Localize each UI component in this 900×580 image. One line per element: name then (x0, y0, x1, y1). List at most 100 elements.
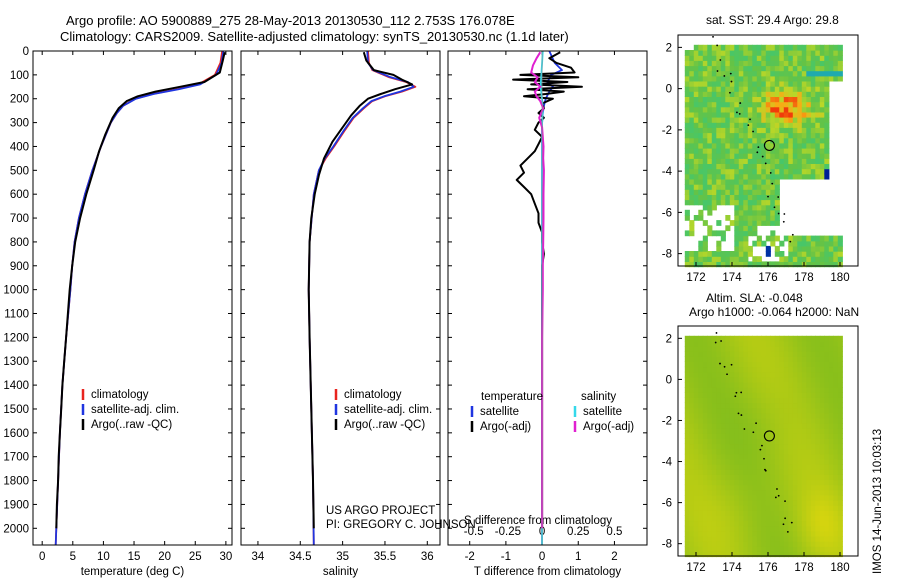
map-sst-cell (788, 60, 794, 67)
map-sla-island-dot (743, 428, 746, 430)
map-sst-cell (788, 235, 794, 242)
map-sst-cell (774, 60, 780, 67)
map-sst-cell (684, 189, 690, 195)
map-sst-cell (761, 65, 767, 72)
map-sst-cell (792, 142, 798, 149)
map-sla-cell (729, 382, 735, 388)
map-sla-cell (801, 505, 807, 511)
map-sla-cell (819, 366, 825, 373)
map-sst-cell (819, 75, 825, 82)
map-sst-cell (684, 251, 690, 257)
map-sla-cell (707, 346, 713, 352)
panel-1-frame (32, 50, 233, 546)
map-sst-cell (720, 101, 726, 108)
map-sst-cell (774, 251, 780, 257)
map-sla-cell (729, 541, 735, 547)
map-sst-cell (729, 101, 735, 108)
map-sst-cell (716, 122, 722, 128)
map-sla-cell (761, 340, 767, 347)
map-sla-cell (824, 453, 830, 460)
map-sla-cell (711, 366, 717, 373)
map-sla-cell (815, 551, 821, 558)
map-sst-cell (738, 70, 744, 77)
map-sla-cell (702, 536, 708, 542)
map-sst-cell (734, 251, 740, 257)
map-sst-cell (711, 173, 717, 180)
map-sla-cell (761, 510, 767, 516)
map-sla-cell (725, 525, 731, 532)
map-sst-cell (819, 50, 825, 56)
map-sst-cell (725, 127, 731, 134)
map-sst-cell (689, 117, 695, 123)
map-sst-cell (801, 132, 807, 139)
map-sla-cell (801, 515, 807, 522)
map-sla-cell (824, 520, 830, 527)
map-sla-cell (828, 530, 834, 537)
map-sst-cell (792, 153, 798, 159)
map-sla-cell (815, 469, 821, 475)
map-sst-cell (815, 111, 821, 118)
map-sla-cell (738, 541, 744, 547)
map-sst-cell (806, 153, 812, 159)
map-sst-cell (725, 137, 731, 144)
map-sla-cell (765, 510, 771, 516)
map-sst-cell (779, 240, 785, 247)
map-sla-cell (693, 376, 699, 383)
map-sla-cell (689, 525, 695, 532)
map-sla-cell (756, 525, 762, 532)
panel-2-xtick-label: 35.5 (374, 551, 396, 563)
map-sla-cell (698, 340, 704, 347)
map-sst-cell (819, 101, 825, 108)
map-sst-cell (828, 60, 834, 67)
map-sla-cell (792, 366, 798, 373)
map-sla-cell (783, 530, 789, 537)
map-sst-cell (743, 70, 749, 77)
map-sst-cell (824, 91, 830, 97)
map-sst-cell (833, 245, 839, 252)
map-sla-cell (720, 335, 726, 342)
map-sla-island-dot (763, 457, 765, 460)
map-sst-cell (756, 50, 762, 56)
map-sst-cell (797, 235, 803, 242)
map-sst-cell (756, 215, 762, 221)
map-sst-cell (729, 55, 735, 61)
map-sst-cell (734, 173, 740, 180)
map-sst-cell (774, 158, 780, 164)
map-sla-cell (819, 423, 825, 429)
map-sst-cell (725, 178, 731, 185)
map-sla-cell (774, 546, 780, 552)
map-sla-cell (779, 387, 785, 393)
map-sla-cell (801, 479, 807, 486)
map-sst-cell (752, 127, 758, 134)
map-sla-cell (743, 366, 749, 373)
map-sla-cell (693, 525, 699, 532)
map-sla-cell (716, 351, 722, 357)
map-sla-cell (779, 448, 785, 455)
map-sla-cell (833, 397, 839, 404)
map-sst-cell (689, 86, 695, 92)
map-sla-cell (761, 423, 767, 429)
map-sla-cell (725, 505, 731, 511)
map-sla-cell (752, 479, 758, 486)
map-sla-cell (756, 433, 762, 439)
map-sla-cell (747, 494, 753, 501)
map-sst-cell (743, 127, 749, 134)
map-sst-cell (747, 70, 753, 77)
map-sst-cell (783, 132, 789, 139)
map-sla-cell (779, 510, 785, 516)
map-sst-cell (756, 194, 762, 201)
map-sla-cell (774, 382, 780, 388)
map-sst-cell (747, 220, 753, 226)
map-sla-cell (783, 494, 789, 501)
map-sst-cell (815, 173, 821, 180)
map-sst-cell (810, 142, 816, 149)
map-sla-cell (824, 541, 830, 547)
map-sst-cell (725, 189, 731, 195)
map-sst-cell (725, 194, 731, 201)
map-sst-cell (792, 111, 798, 118)
map-sla-cell (738, 433, 744, 439)
map-sst-cell (707, 256, 713, 262)
map-sla-cell (725, 438, 731, 445)
map-sla-cell (837, 520, 843, 527)
map-sla-cell (788, 428, 794, 434)
